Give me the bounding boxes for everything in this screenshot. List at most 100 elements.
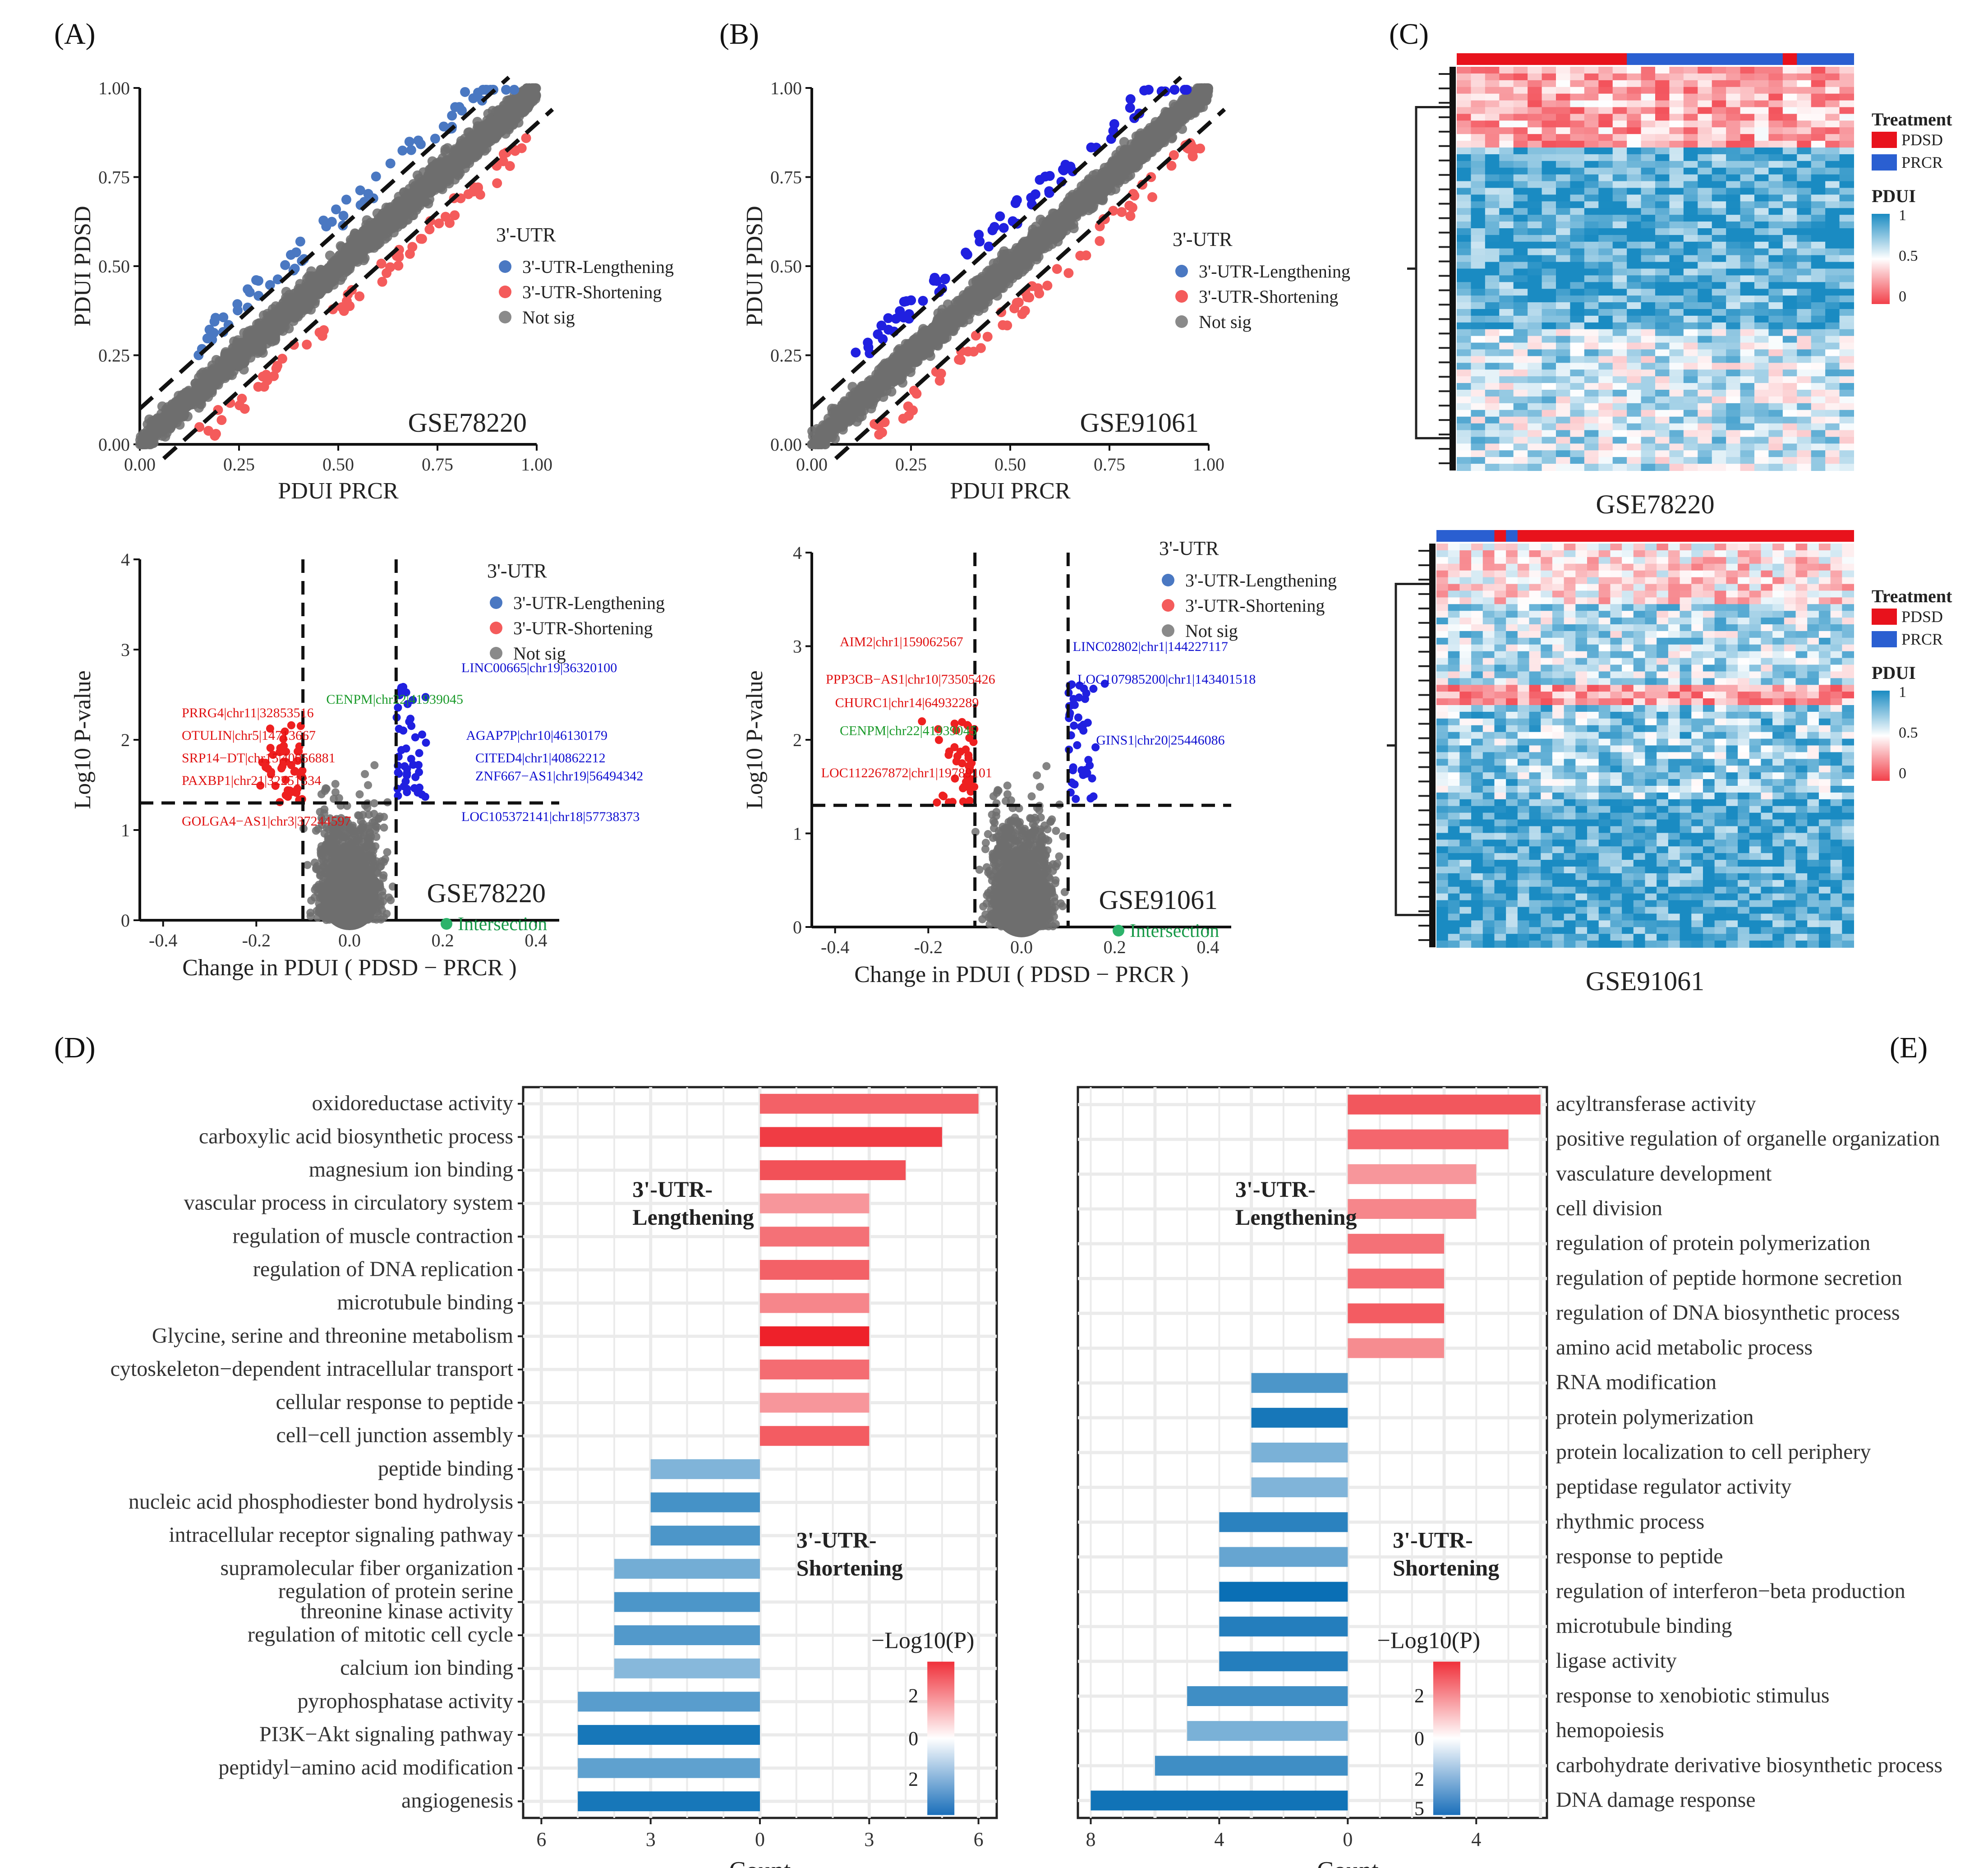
category-label: peptidase regulator activity xyxy=(1556,1475,1791,1499)
gene-label: OTULIN|chr5|14713667 xyxy=(182,728,316,743)
bar-10 xyxy=(760,1426,870,1446)
shortening-point xyxy=(971,330,981,341)
shortening-point xyxy=(956,747,965,756)
group-label-down: Shortening xyxy=(796,1555,903,1581)
shortening-point xyxy=(280,742,288,750)
category-label: regulation of protein serine xyxy=(278,1579,513,1603)
shortening-point xyxy=(1187,151,1198,161)
lengthening-point xyxy=(1074,713,1082,722)
lengthening-point xyxy=(402,744,410,753)
dataset-title: GSE78220 xyxy=(427,878,546,908)
lengthening-point xyxy=(422,738,430,747)
annotation-cell xyxy=(1494,530,1507,542)
shortening-point xyxy=(982,332,993,342)
category-label: cell division xyxy=(1556,1196,1662,1220)
annotation-cell xyxy=(1691,530,1703,542)
bar-chart-D-bar: oxidoreductase activity carboxylic acid b… xyxy=(110,1086,998,1868)
legend-dot xyxy=(499,260,511,273)
lengthening-point xyxy=(403,700,412,708)
annotation-cell xyxy=(1712,53,1727,65)
shortening-point xyxy=(210,430,220,441)
x-axis-title: PDUI PRCR xyxy=(950,478,1071,504)
shortening-point xyxy=(966,766,974,775)
intersection-dot xyxy=(1113,925,1124,936)
group-label-up: Lengthening xyxy=(632,1204,754,1230)
shortening-point xyxy=(258,371,268,382)
legend-dot xyxy=(1175,315,1188,328)
shortening-point xyxy=(1081,250,1091,261)
gene-label: LOC105372141|chr18|57738373 xyxy=(461,809,640,824)
shortening-point xyxy=(444,218,455,228)
annotation-cell xyxy=(1842,530,1854,542)
x-tick-label: 6 xyxy=(974,1828,984,1850)
legend-dot xyxy=(499,286,511,298)
category-label: vascular process in circulatory system xyxy=(184,1191,513,1215)
gene-label: LINC00665|chr19|36320100 xyxy=(461,660,617,675)
bar-8 xyxy=(760,1359,870,1379)
dataset-title: GSE78220 xyxy=(408,408,527,438)
gene-label: LOC107985200|chr1|143401518 xyxy=(1077,672,1256,687)
legend-dot xyxy=(1175,265,1188,277)
bar-21 xyxy=(578,1791,760,1812)
lengthening-point xyxy=(415,768,423,776)
annotation-cell xyxy=(1839,53,1854,65)
bar-19 xyxy=(578,1725,760,1745)
lengthening-point xyxy=(1082,689,1091,697)
legend-dot xyxy=(490,647,502,660)
lengthening-point xyxy=(280,260,290,270)
x-tick-label: 0.50 xyxy=(322,454,354,475)
shortening-point xyxy=(1052,264,1062,274)
dendrogram-branch xyxy=(1387,583,1432,916)
row-dendrogram xyxy=(1387,544,1436,947)
shortening-point xyxy=(964,721,972,730)
lengthening-point xyxy=(1079,726,1088,735)
not-sig-core xyxy=(992,870,1051,937)
annotation-cell xyxy=(1761,530,1773,542)
lengthening-point xyxy=(232,299,243,309)
y-tick-label: 0.50 xyxy=(770,256,802,277)
annotation-cell xyxy=(1795,530,1808,542)
lengthening-point xyxy=(407,755,415,763)
threshold-line-lower xyxy=(834,108,1226,460)
annotation-cell xyxy=(1471,530,1483,542)
lengthening-point xyxy=(865,348,875,359)
pdui-tick: 0 xyxy=(1899,288,1906,305)
shortening-point xyxy=(266,724,274,733)
shortening-points xyxy=(918,717,979,807)
y-tick-label: 0.25 xyxy=(770,346,802,366)
group-label-up: 3'-UTR- xyxy=(632,1176,713,1202)
bar-0 xyxy=(760,1093,979,1114)
pdui-tick: 0 xyxy=(1899,765,1906,782)
y-tick-label: 2 xyxy=(793,730,802,750)
lengthening-point xyxy=(438,121,449,132)
x-tick-label: -0.4 xyxy=(149,930,177,950)
annotation-cell xyxy=(1754,53,1769,65)
bar-9 xyxy=(760,1393,870,1413)
lengthening-point xyxy=(418,730,426,739)
shortening-point xyxy=(463,189,474,199)
colorbar-tick: 2 xyxy=(1414,1768,1424,1790)
category-label: oxidoreductase activity xyxy=(312,1091,513,1115)
shortening-point xyxy=(1169,150,1179,160)
utr-legend: 3'-UTR 3'-UTR-Lengthening 3'-UTR-Shortenin… xyxy=(1159,537,1337,641)
lengthening-point xyxy=(404,137,414,147)
shortening-point xyxy=(424,224,435,235)
category-label: regulation of mitotic cell cycle xyxy=(248,1623,513,1647)
lengthening-point xyxy=(1045,171,1055,181)
shortening-point xyxy=(336,302,347,313)
shortening-point xyxy=(950,720,959,728)
bar-7 xyxy=(760,1326,870,1347)
category-label: nucleic acid phosphodiester bond hydroly… xyxy=(129,1490,513,1513)
y-tick-label: 1 xyxy=(121,820,130,840)
shortening-point xyxy=(1095,221,1105,231)
lengthening-point xyxy=(883,313,893,323)
annotation-cell xyxy=(1622,530,1634,542)
shortening-point xyxy=(1166,161,1177,171)
shortening-point xyxy=(1063,268,1074,278)
annotation-cell xyxy=(1612,53,1628,65)
annotation-cell xyxy=(1552,530,1565,542)
lengthening-point xyxy=(1089,684,1098,693)
lengthening-point xyxy=(1069,763,1077,772)
x-tick-label: 0.50 xyxy=(994,454,1026,475)
category-label: pyrophosphatase activity xyxy=(297,1689,513,1713)
